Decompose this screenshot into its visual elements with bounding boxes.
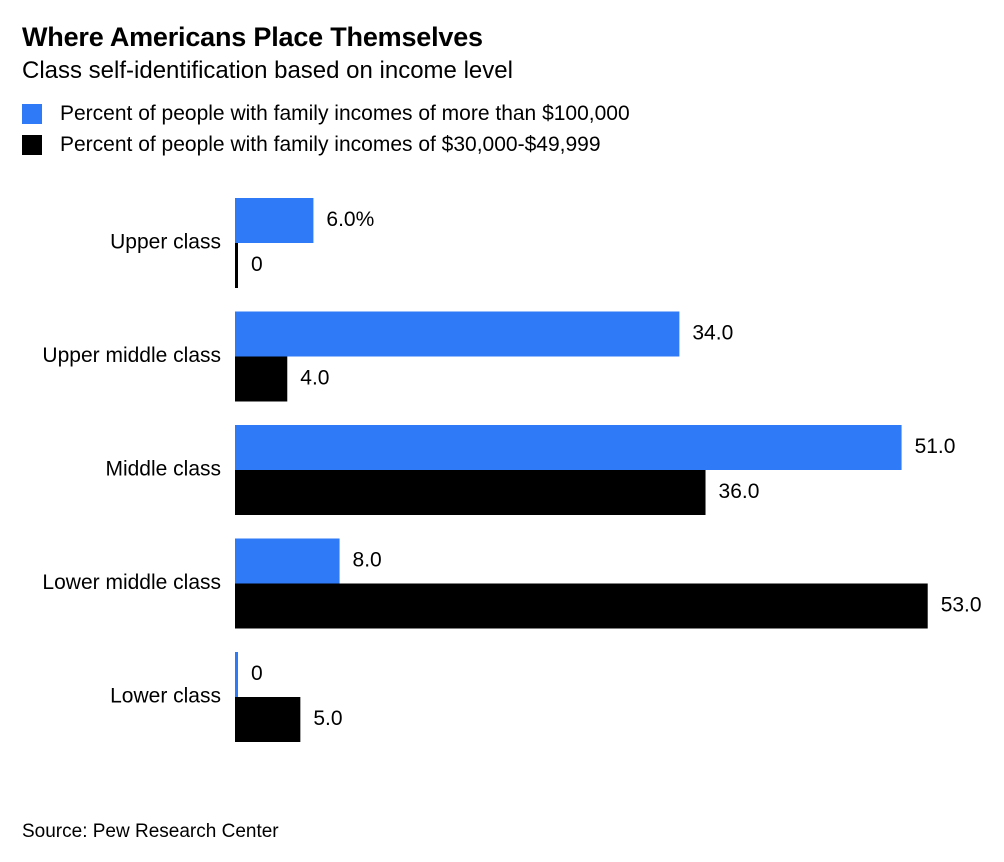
- bar-lower-middle-class-series-0: [235, 538, 340, 584]
- bar-lower-middle-class-series-1: [235, 583, 928, 629]
- value-label-upper-class-series-0: 6.0%: [326, 208, 374, 231]
- bar-lower-class-series-0: [235, 652, 238, 697]
- bar-lower-class-series-1: [235, 697, 301, 742]
- legend-label-mid-income: Percent of people with family incomes of…: [60, 132, 601, 156]
- legend-swatch-high-income: [22, 103, 42, 124]
- legend-item-mid-income: Percent of people with family incomes of…: [22, 129, 630, 160]
- value-label-upper-middle-class-series-1: 4.0: [300, 367, 329, 390]
- bar-upper-middle-class-series-1: [235, 356, 288, 402]
- legend-swatch-mid-income: [22, 134, 42, 155]
- bar-upper-class-series-1: [235, 243, 238, 288]
- category-label-lower-middle-class: Lower middle class: [42, 571, 221, 594]
- chart-subtitle: Class self-identification based on incom…: [22, 57, 513, 84]
- value-label-middle-class-series-0: 51.0: [915, 435, 956, 458]
- bar-middle-class-series-1: [235, 470, 706, 515]
- legend-label-high-income: Percent of people with family incomes of…: [60, 101, 630, 125]
- value-label-upper-class-series-1: 0: [251, 253, 263, 276]
- chart-title: Where Americans Place Themselves: [22, 22, 483, 52]
- legend-item-high-income: Percent of people with family incomes of…: [22, 98, 630, 129]
- bar-middle-class-series-0: [235, 425, 902, 470]
- value-label-lower-middle-class-series-1: 53.0: [941, 594, 982, 617]
- bar-upper-class-series-0: [235, 198, 314, 243]
- bar-upper-middle-class-series-0: [235, 311, 680, 357]
- value-label-lower-class-series-1: 5.0: [313, 707, 342, 730]
- category-label-lower-class: Lower class: [110, 685, 221, 708]
- value-label-upper-middle-class-series-0: 34.0: [692, 322, 733, 345]
- category-label-upper-middle-class: Upper middle class: [42, 344, 221, 367]
- bar-chart: Upper class 6.0% 0 Upper middle class 34.0 4.…: [42, 198, 982, 742]
- value-label-lower-class-series-0: 0: [251, 662, 263, 685]
- value-label-lower-middle-class-series-0: 8.0: [353, 549, 382, 572]
- category-label-middle-class: Middle class: [105, 458, 221, 481]
- category-label-upper-class: Upper class: [110, 231, 221, 254]
- legend: Percent of people with family incomes of…: [22, 98, 630, 160]
- value-label-middle-class-series-1: 36.0: [719, 480, 760, 503]
- source-note: Source: Pew Research Center: [22, 821, 279, 842]
